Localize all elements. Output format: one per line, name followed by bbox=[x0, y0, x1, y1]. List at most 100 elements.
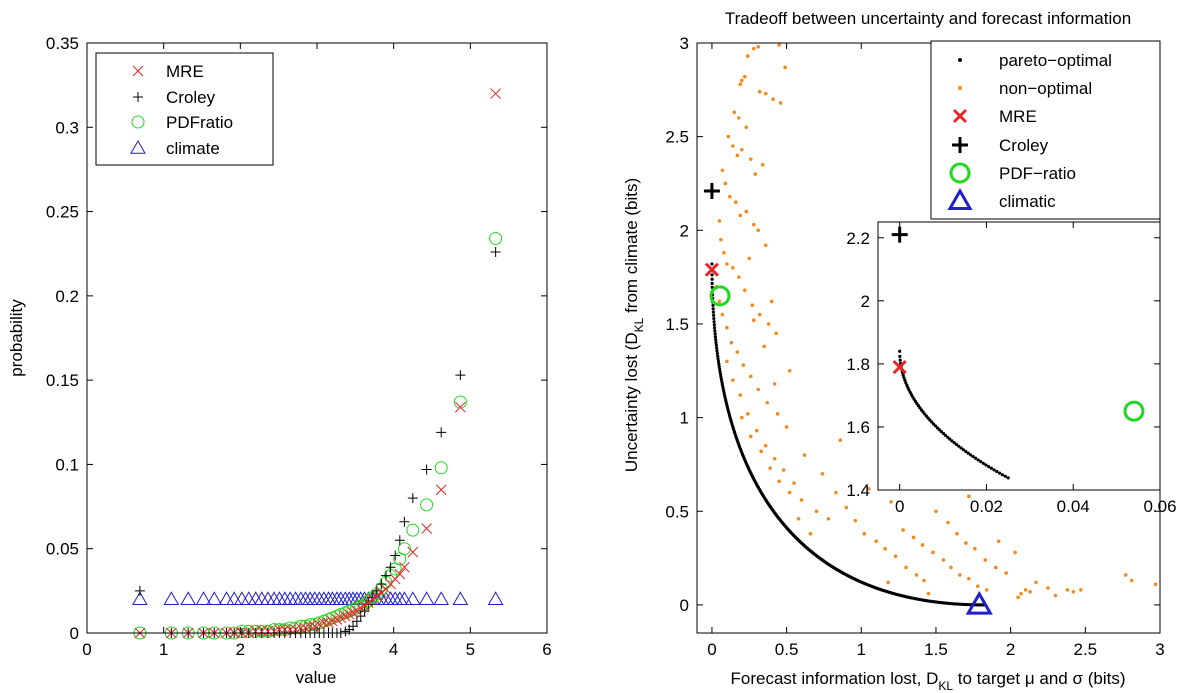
inset-pareto-point bbox=[989, 466, 993, 470]
left-point-o-shape bbox=[406, 523, 420, 537]
pareto-point-shape bbox=[710, 262, 714, 266]
left-point-x-shape bbox=[421, 523, 432, 534]
left-point-triangle-shape bbox=[226, 591, 243, 606]
non-optimal-point-shape bbox=[763, 443, 768, 448]
pareto-point bbox=[712, 313, 716, 317]
non-optimal-point-shape bbox=[737, 116, 741, 120]
non-optimal-point bbox=[737, 275, 741, 279]
non-optimal-point bbox=[738, 393, 743, 397]
left-point-plus-shape bbox=[355, 611, 366, 622]
left-point-plus-shape bbox=[351, 616, 362, 627]
left-legend-croley: Croley bbox=[166, 88, 216, 107]
left-point-plus-shape bbox=[455, 370, 466, 381]
left-point-triangle-shape bbox=[132, 591, 148, 606]
non-optimal-point-shape bbox=[874, 539, 879, 544]
left-point-x bbox=[490, 88, 501, 99]
inset-y-tick-label: 1.6 bbox=[846, 418, 870, 437]
non-optimal-point-shape bbox=[742, 74, 747, 79]
inset-y-tick-label: 1.8 bbox=[846, 355, 870, 374]
non-optimal-point-shape bbox=[731, 265, 735, 270]
left-point-x bbox=[304, 620, 316, 632]
left-legend-climate: climate bbox=[166, 139, 220, 158]
left-x-tick-label: 1 bbox=[159, 640, 168, 659]
pareto-point bbox=[715, 349, 719, 353]
inset-pareto-point-shape bbox=[979, 460, 983, 464]
left-point-x-shape bbox=[331, 614, 343, 625]
inset-chart: 0 0.02 0.04 0.06 1.4 1.6 1.8 2 2.2 bbox=[846, 221, 1177, 516]
non-optimal-point bbox=[745, 412, 750, 416]
non-optimal-point bbox=[763, 443, 768, 448]
non-optimal-point-shape bbox=[911, 535, 916, 540]
non-optimal-point-shape bbox=[1004, 571, 1008, 575]
left-point-plus bbox=[134, 585, 145, 596]
pareto-point bbox=[720, 380, 724, 384]
inset-pareto-point-shape bbox=[968, 453, 973, 457]
left-point-triangle-shape bbox=[195, 591, 212, 606]
left-point-triangle-shape bbox=[218, 591, 235, 606]
non-optimal-point bbox=[975, 584, 980, 588]
inset-pareto-point bbox=[906, 386, 910, 390]
pareto-point-shape bbox=[719, 377, 723, 381]
left-point-plus-shape bbox=[421, 464, 432, 475]
left-point-x bbox=[455, 401, 466, 413]
non-optimal-point-shape bbox=[1071, 589, 1076, 594]
non-optimal-point bbox=[754, 428, 759, 433]
left-point-x bbox=[355, 602, 367, 614]
non-optimal-point-shape bbox=[738, 213, 743, 218]
non-optimal-point-shape bbox=[747, 256, 752, 261]
non-optimal-point bbox=[964, 541, 968, 545]
non-optimal-point-shape bbox=[964, 541, 968, 545]
left-legend-marker-shape bbox=[132, 65, 144, 77]
non-optimal-point bbox=[722, 250, 726, 255]
legend-climatic-marker-shape bbox=[947, 187, 973, 210]
inset-pareto-point-shape bbox=[906, 386, 910, 390]
non-optimal-point-shape bbox=[735, 350, 740, 354]
legend-croley-marker-shape bbox=[952, 137, 968, 153]
non-optimal-point bbox=[720, 168, 725, 173]
non-optimal-point-shape bbox=[1046, 586, 1050, 590]
non-optimal-point bbox=[740, 147, 744, 152]
non-optimal-point bbox=[796, 516, 801, 521]
non-optimal-point bbox=[728, 194, 732, 199]
pareto-point-shape bbox=[711, 310, 715, 314]
right-legend-box bbox=[930, 40, 1161, 220]
left-point-plus bbox=[385, 562, 396, 573]
left-point-plus-shape bbox=[348, 621, 359, 632]
non-optimal-point bbox=[1034, 580, 1038, 585]
non-optimal-point-shape bbox=[763, 91, 768, 96]
pareto-point-shape bbox=[712, 323, 716, 327]
left-point-plus-shape bbox=[134, 585, 145, 596]
right-x-tick-label: 0.5 bbox=[775, 640, 799, 659]
left-point-x bbox=[435, 484, 447, 496]
pdf-ratio-point bbox=[709, 285, 731, 307]
non-optimal-point-shape bbox=[751, 318, 756, 323]
non-optimal-point bbox=[893, 554, 898, 559]
inset-pareto-point bbox=[976, 458, 980, 462]
inset-pareto-point-shape bbox=[945, 435, 950, 439]
non-optimal-point bbox=[783, 65, 787, 70]
inset-croley-point-shape bbox=[891, 226, 908, 243]
pareto-point bbox=[716, 359, 721, 364]
left-point-plus-shape bbox=[390, 550, 401, 561]
non-optimal-point bbox=[808, 531, 813, 536]
non-optimal-point-shape bbox=[760, 162, 765, 167]
inset-croley-point bbox=[891, 226, 908, 243]
pareto-point-shape bbox=[712, 320, 716, 324]
left-legend-marker-shape bbox=[133, 92, 143, 102]
non-optimal-point bbox=[725, 359, 729, 364]
non-optimal-point bbox=[973, 546, 977, 551]
non-optimal-point-shape bbox=[753, 172, 758, 176]
left-x-tick-label: 5 bbox=[466, 640, 475, 659]
non-optimal-point bbox=[744, 125, 749, 130]
non-optimal-point bbox=[1079, 588, 1083, 592]
right-legend-mre: MRE bbox=[999, 107, 1037, 126]
left-point-x-shape bbox=[407, 546, 419, 558]
right-chart-title: Tradeoff between uncertainty and forecas… bbox=[725, 9, 1131, 28]
non-optimal-point-shape bbox=[772, 457, 777, 461]
left-point-triangle bbox=[195, 591, 212, 606]
non-optimal-point bbox=[777, 479, 781, 484]
non-optimal-point-shape bbox=[719, 237, 723, 242]
non-optimal-point bbox=[820, 471, 825, 476]
left-point-plus bbox=[490, 247, 501, 258]
non-optimal-point-shape bbox=[796, 516, 801, 521]
